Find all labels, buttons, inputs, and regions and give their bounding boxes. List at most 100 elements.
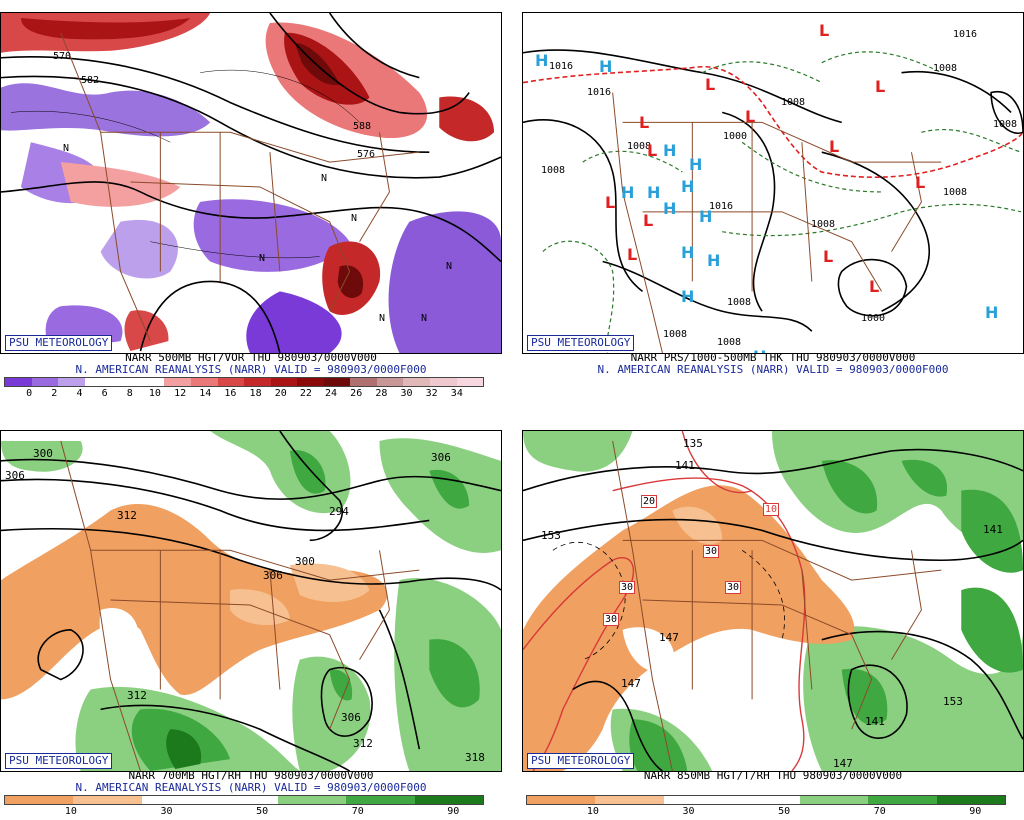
legend-ticks: 10 30 50 70 90 (4, 806, 482, 818)
legend-swatch (376, 378, 404, 386)
high-pressure-marker: H (621, 183, 635, 202)
high-pressure-marker: H (689, 155, 703, 174)
height-contour-label: 153 (541, 529, 561, 542)
legend-tick-label: 90 (447, 806, 460, 817)
panel-850mb-temp-rh: 135 141 153 147 147 141 153 147 141 20 1… (522, 418, 1024, 820)
height-contour-label: 312 (127, 689, 147, 702)
legend-tick-label: 20 (274, 388, 287, 399)
legend-swatch (430, 378, 457, 386)
legend-tick-label: 26 (350, 388, 363, 399)
legend-swatch (414, 796, 483, 804)
legend-swatch (663, 796, 732, 804)
isobar-label: 1008 (933, 63, 958, 74)
height-contour-label: 312 (117, 509, 137, 522)
panel-caption: NARR 850MB HGT/T/RH THU 980903/0000V000 (643, 769, 903, 782)
contour-label: 588 (353, 121, 372, 132)
height-contour-label: 141 (865, 715, 885, 728)
legend-tick-label: 22 (299, 388, 312, 399)
panel-surface-pressure-thickness: 1016 1016 1016 1008 1008 1008 1000 1008 … (522, 0, 1024, 402)
temperature-label: 30 (603, 613, 620, 626)
contour-label: 570 (53, 51, 72, 62)
legend-swatch (141, 796, 210, 804)
isobar-label: 1000 (723, 131, 748, 142)
height-contour-label: 141 (983, 523, 1003, 536)
contour-label: 576 (357, 149, 376, 160)
isobar-label: 1016 (549, 61, 574, 72)
panel-subcaption: N. AMERICAN REANALYSIS (NARR) VALID = 98… (75, 363, 427, 376)
height-contour-label: 147 (833, 757, 853, 770)
isobar-label: 1008 (811, 219, 836, 230)
isobar-label: 1008 (541, 165, 566, 176)
height-contour-label: 135 (683, 437, 703, 450)
psu-meteorology-badge: PSU METEOROLOGY (527, 335, 635, 351)
height-contour-label: 300 (295, 555, 315, 568)
legend-swatch (278, 796, 347, 804)
map-850mb-graphic (523, 431, 1023, 771)
low-pressure-marker: L (643, 211, 654, 230)
legend-tick-label: 30 (160, 806, 173, 817)
high-pressure-marker: H (753, 347, 766, 353)
legend-tick-label: 28 (375, 388, 388, 399)
legend-swatch (270, 378, 298, 386)
height-contour-label: 306 (263, 569, 283, 582)
psu-meteorology-badge: PSU METEOROLOGY (5, 335, 113, 351)
legend-swatch (936, 796, 1005, 804)
isobar-label: 1016 (953, 29, 978, 40)
legend-tick-label: 16 (224, 388, 237, 399)
legend-ticks: 0 2 4 6 8 10 12 14 16 18 20 22 24 26 28 30 32 34 (4, 388, 482, 400)
legend-swatch (297, 378, 324, 386)
color-legend-bar (4, 377, 484, 387)
temperature-label: 30 (619, 581, 636, 594)
isobar-label: 1000 (861, 313, 886, 324)
vorticity-min-label: N (321, 173, 328, 184)
height-contour-label: 147 (659, 631, 679, 644)
color-legend-bar (526, 795, 1006, 805)
isobar-label: 1016 (709, 201, 734, 212)
legend-swatch (800, 796, 869, 804)
legend-swatch (31, 378, 59, 386)
psu-meteorology-badge: PSU METEOROLOGY (5, 753, 113, 769)
legend-tick-label: 24 (325, 388, 338, 399)
high-pressure-marker: H (681, 287, 695, 306)
height-contour-label: 306 (5, 469, 25, 482)
map-500mb: 570 582 588 576 N N N N N N N PSU METEOR… (0, 12, 502, 354)
low-pressure-marker: L (639, 113, 650, 132)
map-700mb: 300 306 312 294 306 300 312 306 312 306 … (0, 430, 502, 772)
panel-500mb-vorticity: 570 582 588 576 N N N N N N N PSU METEOR… (0, 0, 502, 402)
high-pressure-marker: H (985, 303, 999, 322)
low-pressure-marker: L (915, 173, 926, 192)
legend-tick-label: 70 (873, 806, 886, 817)
legend-swatch (164, 378, 191, 386)
isobar-label: 1016 (587, 87, 612, 98)
legend-tick-label: 50 (256, 806, 269, 817)
isobar-label: 1008 (943, 187, 968, 198)
legend-swatch (731, 796, 801, 804)
map-surface: 1016 1016 1016 1008 1008 1008 1000 1008 … (522, 12, 1024, 354)
map-surface-graphic (523, 49, 1023, 353)
low-pressure-marker: L (627, 245, 638, 264)
legend-tick-label: 30 (400, 388, 413, 399)
high-pressure-marker: H (699, 207, 713, 226)
contour-label: 582 (81, 75, 100, 86)
legend-tick-label: 10 (148, 388, 161, 399)
low-pressure-marker: L (875, 77, 886, 96)
high-pressure-marker: H (681, 243, 695, 262)
legend-swatch (527, 796, 596, 804)
legend-tick-label: 90 (969, 806, 982, 817)
panel-caption: NARR 700MB HGT/RH THU 980903/0000V000 (128, 769, 374, 782)
legend-swatch (323, 378, 351, 386)
legend-tick-label: 14 (199, 388, 212, 399)
height-contour-label: 141 (675, 459, 695, 472)
psu-meteorology-badge: PSU METEOROLOGY (527, 753, 635, 769)
legend-swatch (111, 378, 138, 386)
low-pressure-marker: L (605, 193, 616, 212)
legend-swatch (190, 378, 218, 386)
legend-tick-label: 34 (450, 388, 463, 399)
panel-subcaption: N. AMERICAN REANALYSIS (NARR) VALID = 98… (75, 781, 427, 794)
vorticity-min-label: N (351, 213, 358, 224)
vorticity-min-label: N (379, 313, 386, 324)
high-pressure-marker: H (681, 177, 695, 196)
legend-tick-label: 4 (76, 388, 83, 399)
low-pressure-marker: L (869, 277, 880, 296)
color-legend-bar (4, 795, 484, 805)
